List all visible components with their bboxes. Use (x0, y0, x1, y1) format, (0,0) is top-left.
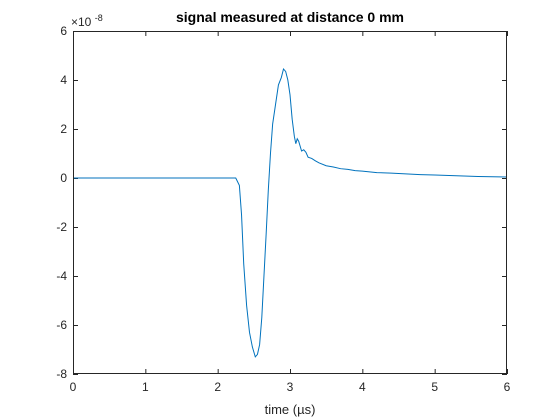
y-tick-label: 6 (60, 24, 67, 38)
y-axis-exponent-label: ×10 -8 (71, 13, 103, 29)
x-tick-label: 3 (287, 380, 294, 394)
x-tick-label: 6 (504, 380, 511, 394)
x-tick-label: 4 (359, 380, 366, 394)
y-tick-label: -2 (56, 220, 67, 234)
y-tick-label: -6 (56, 318, 67, 332)
y-tick-label: -8 (56, 367, 67, 381)
plot-area (73, 31, 507, 374)
axes-box (73, 31, 507, 374)
x-tick-label: 5 (431, 380, 438, 394)
y-tick-label: -4 (56, 269, 67, 283)
x-axis-label: time (µs) (265, 402, 316, 417)
y-exponent-base: ×10 (71, 15, 92, 29)
x-tick-label: 2 (214, 380, 221, 394)
y-tick-label: 0 (60, 171, 67, 185)
y-tick-label: 4 (60, 73, 67, 87)
x-tick-label: 1 (142, 380, 149, 394)
y-tick-label: 2 (60, 122, 67, 136)
x-tick-label: 0 (70, 380, 77, 394)
chart-title: signal measured at distance 0 mm (176, 9, 404, 25)
signal-series-line (73, 67, 508, 358)
y-exponent-power: -8 (95, 13, 103, 23)
